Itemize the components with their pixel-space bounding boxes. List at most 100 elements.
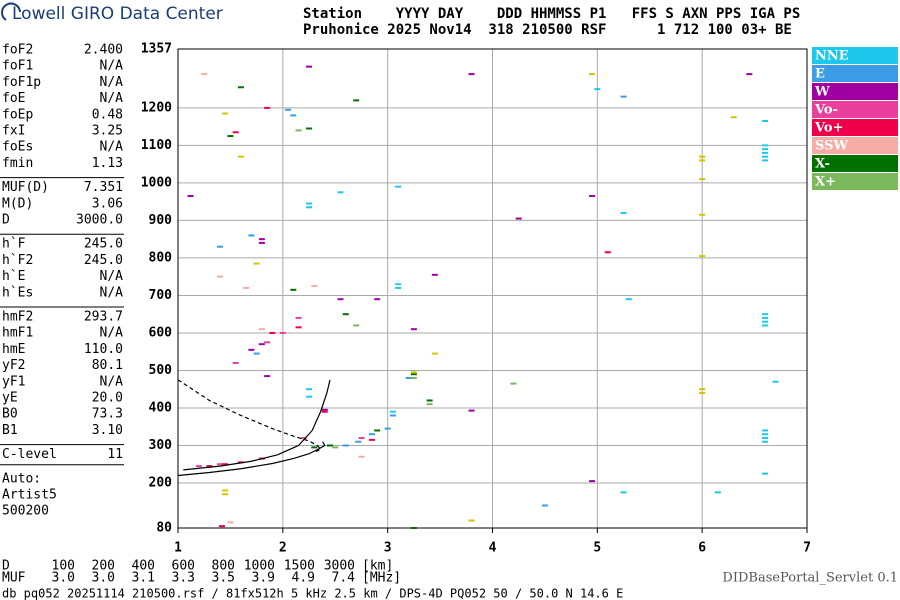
echo <box>222 489 229 492</box>
muf-value: 3.0 <box>92 571 115 586</box>
legend-swatch <box>812 173 898 190</box>
muf-value: 3.9 <box>252 571 275 586</box>
param-name: yF1 <box>2 374 25 389</box>
servlet: DIDBasePortal_Servlet 0.1 <box>722 571 898 586</box>
echo <box>594 88 601 91</box>
echo <box>762 155 769 158</box>
echo <box>589 480 596 483</box>
echo <box>222 493 229 496</box>
echo <box>253 352 260 355</box>
x-tick-label: 3 <box>384 541 392 556</box>
echo <box>384 427 391 430</box>
echo <box>290 288 297 291</box>
echo <box>762 313 769 316</box>
distance: 200 <box>92 559 115 574</box>
echo <box>762 159 769 162</box>
distance: 1000 <box>244 559 275 574</box>
legend-swatch <box>812 101 898 118</box>
echo <box>222 112 229 115</box>
logo-text: Lowell GIRO Data Center <box>12 4 223 24</box>
echo <box>295 129 302 132</box>
param-value: N/A <box>100 75 124 90</box>
param-value: 80.1 <box>92 358 123 373</box>
echo <box>337 191 344 194</box>
echo <box>216 463 223 466</box>
echo <box>216 245 223 248</box>
echo <box>395 185 402 188</box>
param-value: 245.0 <box>84 253 123 268</box>
param-value: N/A <box>100 91 124 106</box>
echo <box>216 275 223 278</box>
y-tick-label: 600 <box>149 325 173 340</box>
echo <box>699 391 706 394</box>
echo <box>332 446 339 449</box>
legend-swatch <box>812 119 898 136</box>
y-tick-label: 80 <box>156 521 172 536</box>
legend-swatch <box>812 137 898 154</box>
profile-trace <box>177 441 326 477</box>
echo <box>237 86 244 89</box>
echo <box>253 262 260 265</box>
legend-label: Vo+ <box>814 121 843 136</box>
legend-swatch <box>812 155 898 172</box>
param-value: 3.10 <box>92 423 123 438</box>
echo <box>219 525 226 528</box>
param-name: MUF(D) <box>2 180 49 195</box>
param-value: N/A <box>100 269 124 284</box>
echo <box>368 433 375 436</box>
echo <box>306 65 313 68</box>
echo <box>187 195 194 198</box>
echo <box>237 155 244 158</box>
echo <box>306 388 313 391</box>
echo <box>620 211 627 214</box>
echo <box>279 331 286 334</box>
echo <box>232 361 239 364</box>
echo <box>589 73 596 76</box>
legend-label: E <box>815 67 825 82</box>
param-name: h`F2 <box>2 253 33 268</box>
echo <box>468 519 475 522</box>
echo <box>410 371 417 374</box>
echo <box>625 298 632 301</box>
y-tick-label: 1357 <box>141 42 172 57</box>
param-name: M(D) <box>2 196 33 211</box>
echo <box>358 436 365 439</box>
x-tick-label: 2 <box>279 541 287 556</box>
header-line: Pruhonice 2025 Nov14 318 210500 RSF 1 71… <box>303 22 792 38</box>
echo <box>762 324 769 327</box>
param-name: foEs <box>2 140 33 155</box>
legend-label: Vo- <box>814 103 838 118</box>
echo <box>248 234 255 237</box>
distance: 400 <box>132 559 155 574</box>
echo <box>300 436 307 439</box>
echo <box>699 178 706 181</box>
muf-value: 3.3 <box>172 571 195 586</box>
param-value: 245.0 <box>84 237 123 252</box>
echo <box>306 202 313 205</box>
muf-d-label: D <box>2 559 10 574</box>
distance: 3000 <box>324 559 355 574</box>
echo <box>426 403 433 406</box>
echo <box>699 155 706 158</box>
param-value: N/A <box>100 59 124 74</box>
echo <box>410 373 417 376</box>
echo <box>248 348 255 351</box>
echo <box>762 472 769 475</box>
echo <box>762 433 769 436</box>
param-name: foF1 <box>2 59 33 74</box>
echo <box>327 444 334 447</box>
muf-value: 3.5 <box>212 571 235 586</box>
y-tick-label: 300 <box>149 438 173 453</box>
legend-label: W <box>814 85 830 100</box>
echo <box>353 99 360 102</box>
auto-label: Artist5 <box>2 487 57 502</box>
param-name: D <box>2 213 10 228</box>
param-name: foEp <box>2 107 33 122</box>
param-value: 3.25 <box>92 124 123 139</box>
param-value: N/A <box>100 374 124 389</box>
echo <box>389 414 396 417</box>
muf-unit: [MHz] <box>362 571 401 586</box>
plot-frame <box>177 48 808 529</box>
param-name: yE <box>2 391 18 406</box>
